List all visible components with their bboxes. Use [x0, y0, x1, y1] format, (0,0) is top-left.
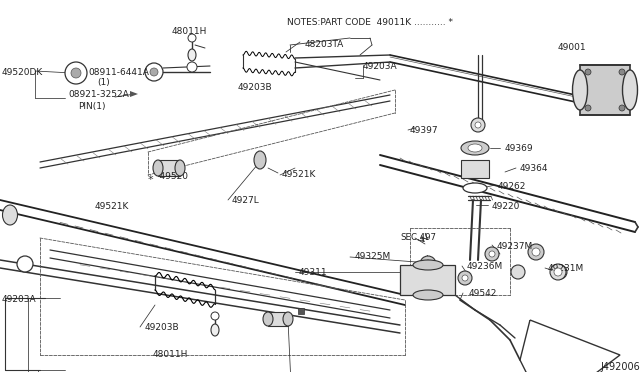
- Polygon shape: [130, 91, 138, 97]
- Text: 49262: 49262: [498, 182, 526, 191]
- Text: 49203A: 49203A: [2, 295, 36, 304]
- Circle shape: [187, 62, 197, 72]
- Text: 49369: 49369: [505, 144, 534, 153]
- Circle shape: [17, 256, 33, 272]
- Circle shape: [553, 265, 567, 279]
- Circle shape: [585, 69, 591, 75]
- Text: 49521K: 49521K: [282, 170, 316, 179]
- Circle shape: [424, 260, 432, 268]
- Circle shape: [458, 271, 472, 285]
- Ellipse shape: [623, 70, 637, 110]
- Bar: [400, 265, 455, 295]
- Text: 49001: 49001: [558, 43, 587, 52]
- Text: 49364: 49364: [520, 164, 548, 173]
- Text: SEC.497: SEC.497: [400, 233, 436, 242]
- Ellipse shape: [413, 260, 443, 270]
- Circle shape: [511, 265, 525, 279]
- Text: 49521K: 49521K: [95, 202, 129, 211]
- Text: 48011H: 48011H: [153, 350, 188, 359]
- Text: 49220: 49220: [492, 202, 520, 211]
- Circle shape: [71, 68, 81, 78]
- Text: 4927L: 4927L: [232, 196, 260, 205]
- Circle shape: [462, 275, 468, 281]
- Text: 49203B: 49203B: [238, 83, 273, 92]
- Bar: [298, 308, 304, 314]
- Circle shape: [65, 62, 87, 84]
- Circle shape: [420, 256, 436, 272]
- Text: PIN(1): PIN(1): [78, 102, 106, 111]
- Ellipse shape: [211, 324, 219, 336]
- Ellipse shape: [153, 160, 163, 176]
- Circle shape: [145, 63, 163, 81]
- Circle shape: [489, 251, 495, 257]
- Circle shape: [554, 268, 562, 276]
- Ellipse shape: [254, 151, 266, 169]
- Ellipse shape: [175, 160, 185, 176]
- Text: 48203TA: 48203TA: [305, 40, 344, 49]
- Text: N: N: [72, 68, 79, 77]
- Text: 49231M: 49231M: [548, 264, 584, 273]
- Text: J4920063: J4920063: [600, 362, 640, 372]
- Text: 08921-3252A: 08921-3252A: [68, 90, 129, 99]
- Circle shape: [471, 118, 485, 132]
- Text: (1): (1): [97, 78, 109, 87]
- Circle shape: [188, 34, 196, 42]
- Text: 49397: 49397: [410, 126, 438, 135]
- Text: 49236M: 49236M: [467, 262, 503, 271]
- Ellipse shape: [468, 144, 482, 152]
- Ellipse shape: [283, 312, 293, 326]
- Circle shape: [528, 244, 544, 260]
- Text: 49520DK: 49520DK: [2, 68, 44, 77]
- Bar: [580, 65, 630, 115]
- Ellipse shape: [573, 70, 588, 110]
- Text: *: *: [147, 175, 153, 185]
- Text: 49203A: 49203A: [363, 62, 397, 71]
- Bar: [158, 160, 180, 176]
- Circle shape: [532, 248, 540, 256]
- Ellipse shape: [413, 290, 443, 300]
- Text: 48011H: 48011H: [172, 27, 207, 36]
- Text: 49542: 49542: [469, 289, 497, 298]
- Ellipse shape: [188, 49, 196, 61]
- Text: 49237M: 49237M: [497, 242, 533, 251]
- Text: NOTES:PART CODE  49011K ........... *: NOTES:PART CODE 49011K ........... *: [287, 18, 453, 27]
- Circle shape: [475, 122, 481, 128]
- Text: 49311: 49311: [299, 268, 328, 277]
- Bar: [268, 312, 288, 326]
- Text: *49520: *49520: [156, 172, 189, 181]
- Ellipse shape: [461, 141, 489, 155]
- Circle shape: [619, 105, 625, 111]
- Circle shape: [550, 264, 566, 280]
- Circle shape: [585, 105, 591, 111]
- Bar: [461, 160, 489, 178]
- Text: 08911-6441A: 08911-6441A: [88, 68, 149, 77]
- Circle shape: [150, 68, 158, 76]
- Text: 49325M: 49325M: [355, 252, 391, 261]
- Ellipse shape: [463, 183, 487, 193]
- Ellipse shape: [3, 205, 17, 225]
- Ellipse shape: [263, 312, 273, 326]
- Circle shape: [485, 247, 499, 261]
- Circle shape: [619, 69, 625, 75]
- Circle shape: [211, 312, 219, 320]
- Text: 49203B: 49203B: [145, 323, 180, 332]
